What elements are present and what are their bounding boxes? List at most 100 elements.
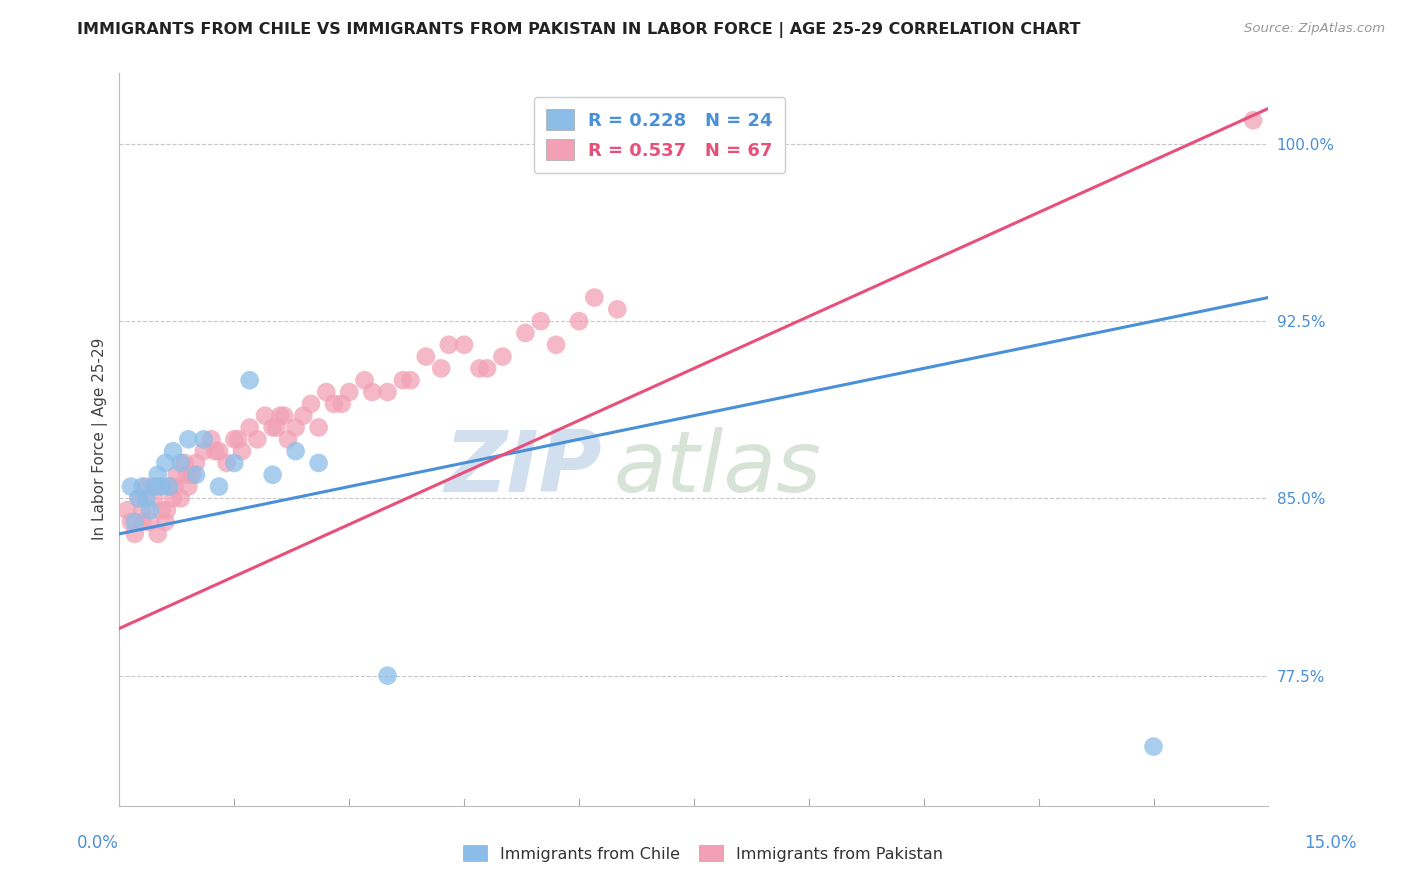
- Point: [176, 467, 198, 482]
- Legend: R = 0.228   N = 24, R = 0.537   N = 67: R = 0.228 N = 24, R = 0.537 N = 67: [534, 96, 785, 173]
- Point: [315, 385, 337, 400]
- Point: [491, 350, 513, 364]
- Y-axis label: In Labor Force | Age 25-29: In Labor Force | Age 25-29: [93, 338, 108, 541]
- Point: [468, 361, 491, 376]
- Point: [437, 338, 460, 352]
- Point: [135, 491, 157, 506]
- Point: [170, 491, 193, 506]
- Point: [128, 491, 150, 506]
- Point: [150, 503, 173, 517]
- Point: [200, 432, 222, 446]
- Point: [337, 385, 360, 400]
- Point: [146, 467, 169, 482]
- Point: [273, 409, 295, 423]
- Point: [146, 479, 169, 493]
- Point: [284, 420, 307, 434]
- Point: [544, 338, 567, 352]
- Point: [155, 456, 177, 470]
- Point: [292, 409, 315, 423]
- Text: atlas: atlas: [613, 427, 821, 510]
- Point: [139, 515, 162, 529]
- Point: [239, 373, 262, 387]
- Point: [262, 420, 284, 434]
- Point: [139, 503, 162, 517]
- Point: [162, 491, 184, 506]
- Point: [208, 444, 231, 458]
- Point: [515, 326, 537, 340]
- Point: [177, 432, 200, 446]
- Point: [135, 479, 157, 493]
- Point: [120, 479, 142, 493]
- Point: [215, 456, 238, 470]
- Point: [142, 479, 165, 493]
- Point: [170, 456, 193, 470]
- Point: [128, 491, 150, 506]
- Point: [530, 314, 553, 328]
- Point: [246, 432, 269, 446]
- Point: [284, 444, 307, 458]
- Point: [155, 515, 177, 529]
- Point: [120, 515, 142, 529]
- Point: [277, 432, 299, 446]
- Point: [1241, 113, 1264, 128]
- Point: [226, 432, 249, 446]
- Point: [142, 491, 165, 506]
- Point: [124, 526, 146, 541]
- Point: [1142, 739, 1164, 754]
- Text: 15.0%: 15.0%: [1305, 834, 1357, 852]
- Point: [330, 397, 353, 411]
- Text: IMMIGRANTS FROM CHILE VS IMMIGRANTS FROM PAKISTAN IN LABOR FORCE | AGE 25-29 COR: IMMIGRANTS FROM CHILE VS IMMIGRANTS FROM…: [77, 22, 1081, 38]
- Point: [157, 479, 180, 493]
- Point: [115, 503, 138, 517]
- Legend: Immigrants from Chile, Immigrants from Pakistan: Immigrants from Chile, Immigrants from P…: [457, 838, 949, 868]
- Point: [353, 373, 375, 387]
- Point: [163, 479, 186, 493]
- Point: [322, 397, 344, 411]
- Point: [430, 361, 453, 376]
- Point: [124, 515, 146, 529]
- Point: [266, 420, 288, 434]
- Point: [177, 479, 200, 493]
- Text: Source: ZipAtlas.com: Source: ZipAtlas.com: [1244, 22, 1385, 36]
- Point: [224, 456, 246, 470]
- Point: [568, 314, 591, 328]
- Text: 0.0%: 0.0%: [77, 834, 120, 852]
- Point: [173, 456, 195, 470]
- Point: [606, 302, 628, 317]
- Point: [453, 338, 475, 352]
- Point: [269, 409, 291, 423]
- Point: [131, 479, 153, 493]
- Point: [184, 456, 207, 470]
- Point: [253, 409, 276, 423]
- Point: [131, 515, 153, 529]
- Point: [377, 385, 399, 400]
- Point: [156, 503, 179, 517]
- Point: [208, 479, 231, 493]
- Point: [361, 385, 384, 400]
- Point: [146, 526, 169, 541]
- Point: [162, 444, 184, 458]
- Point: [299, 397, 322, 411]
- Point: [150, 479, 173, 493]
- Point: [181, 467, 204, 482]
- Point: [193, 444, 215, 458]
- Point: [475, 361, 498, 376]
- Point: [204, 444, 226, 458]
- Point: [415, 350, 437, 364]
- Point: [262, 467, 284, 482]
- Point: [239, 420, 262, 434]
- Point: [308, 456, 330, 470]
- Point: [583, 291, 606, 305]
- Point: [224, 432, 246, 446]
- Point: [131, 503, 153, 517]
- Point: [184, 467, 207, 482]
- Point: [166, 467, 188, 482]
- Point: [377, 668, 399, 682]
- Point: [392, 373, 415, 387]
- Point: [157, 479, 180, 493]
- Point: [231, 444, 253, 458]
- Point: [308, 420, 330, 434]
- Point: [193, 432, 215, 446]
- Text: ZIP: ZIP: [444, 427, 602, 510]
- Point: [399, 373, 422, 387]
